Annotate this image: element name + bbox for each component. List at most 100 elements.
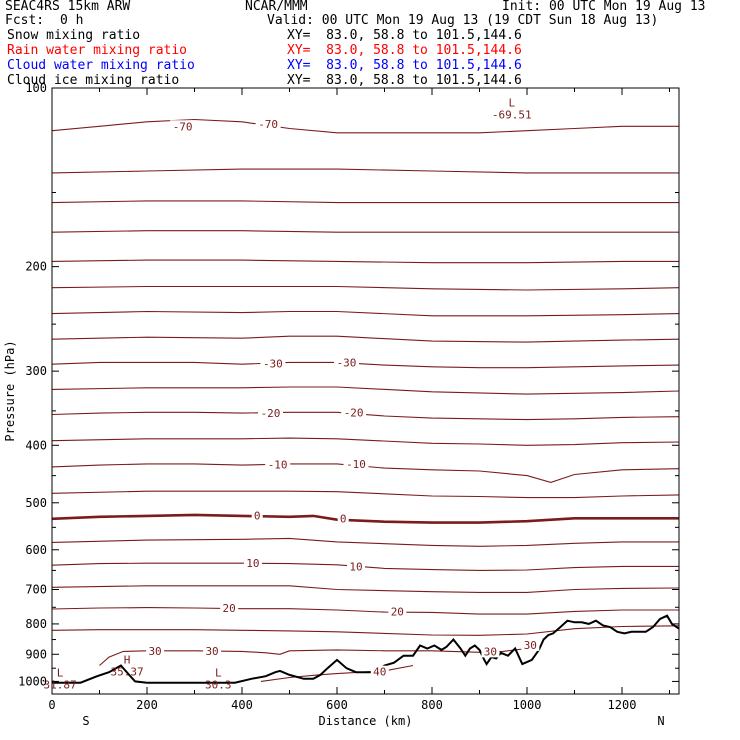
- contour-label-bg: [146, 644, 165, 657]
- model-title: SEAC4RS 15km ARW: [5, 0, 131, 14]
- contour-line--45: [52, 285, 679, 291]
- contour-label: 30: [484, 645, 497, 658]
- x-tick-label: 200: [136, 698, 158, 712]
- contour-label-bg: [388, 605, 407, 618]
- extremum-value: 30.3: [205, 679, 232, 692]
- contour-label: -10: [268, 459, 288, 472]
- contour-line-5: [52, 537, 679, 547]
- organization-label: NCAR/MMM: [245, 0, 308, 14]
- contour-label: 40: [373, 666, 386, 679]
- contour-label-bg: [258, 407, 283, 420]
- contour-line-25: [52, 625, 679, 636]
- contour-line-20: [52, 607, 679, 615]
- contour-label-bg: [255, 118, 281, 131]
- contour-label-bg: [251, 509, 263, 522]
- contour-label: 10: [349, 560, 362, 573]
- legend-cloud-water-xy: XY= 83.0, 58.8 to 101.5,144.6: [287, 58, 522, 73]
- contour-label-bg: [203, 644, 222, 657]
- contour-label: 0: [340, 512, 347, 525]
- contour-line--30: [52, 361, 679, 369]
- y-tick-label: 800: [25, 617, 47, 631]
- contour-label: 30: [524, 639, 537, 652]
- contour-label: 30: [205, 645, 218, 658]
- contour-label-bg: [334, 356, 359, 369]
- x-axis-title: Distance (km): [319, 714, 413, 728]
- contour-label-bg: [220, 601, 239, 614]
- legend-cloud-water-label: Cloud water mixing ratio: [7, 58, 195, 73]
- contour-line--35: [52, 335, 679, 343]
- y-axis-title: Pressure (hPa): [3, 340, 17, 441]
- contour-line--40: [52, 310, 679, 317]
- y-tick-label: 100: [25, 81, 47, 95]
- y-tick-label: 600: [25, 543, 47, 557]
- y-tick-label: 300: [25, 364, 47, 378]
- contour-label-bg: [341, 406, 367, 419]
- contour-line--60: [52, 200, 679, 204]
- contour-label-bg: [170, 120, 196, 133]
- contour-label: 20: [391, 606, 404, 619]
- extremum-value: -69.51: [492, 109, 532, 122]
- contour-line--25: [52, 386, 679, 395]
- contour-label-bg: [347, 560, 365, 573]
- x-tick-label: 600: [326, 698, 348, 712]
- contour-label-bg: [260, 357, 286, 370]
- legend-snow-label: Snow mixing ratio: [7, 28, 141, 43]
- y-tick-label: 1000: [18, 674, 47, 688]
- contour-label-bg: [337, 512, 349, 525]
- contour-label-bg: [265, 458, 291, 471]
- contour-line--5: [52, 490, 679, 499]
- contour-label: -70: [173, 120, 193, 133]
- contour-label: -10: [346, 458, 366, 471]
- extremum-mark: L: [508, 97, 515, 110]
- extremum-mark: H: [124, 654, 131, 667]
- contour-line--15: [52, 437, 679, 446]
- y-tick-label: 500: [25, 496, 47, 510]
- x-tick-label: 800: [421, 698, 443, 712]
- x-tick-label: 1200: [608, 698, 637, 712]
- y-tick-label: 400: [25, 438, 47, 452]
- contour-line--70: [52, 118, 679, 134]
- contour-label: -70: [258, 118, 278, 131]
- contour-label: -20: [261, 407, 281, 420]
- contour-label: -20: [344, 406, 364, 419]
- legend-rain-label: Rain water mixing ratio: [7, 43, 188, 58]
- y-tick-label: 900: [25, 647, 47, 661]
- valid-time: Valid: 00 UTC Mon 19 Aug 13 (19 CDT Sun …: [267, 13, 659, 28]
- extremum-mark: L: [215, 667, 222, 680]
- contour-line--10: [52, 463, 679, 483]
- forecast-label: Fcst:: [5, 13, 45, 28]
- contour-line-10: [52, 562, 679, 571]
- legend-rain-xy: XY= 83.0, 58.8 to 101.5,144.6: [287, 43, 522, 58]
- forecast-hour: 0 h: [60, 13, 84, 28]
- extremum-mark: L: [57, 667, 64, 680]
- contour-line--65: [52, 168, 679, 174]
- legend-cloud-ice-xy: XY= 83.0, 58.8 to 101.5,144.6: [287, 73, 522, 88]
- contour-label: 20: [223, 602, 236, 615]
- contour-line--55: [52, 230, 679, 233]
- contour-label-bg: [481, 645, 500, 658]
- legend-snow-xy: XY= 83.0, 58.8 to 101.5,144.6: [287, 28, 522, 43]
- contour-line--50: [52, 259, 679, 264]
- contour-label-bg: [370, 665, 389, 678]
- contour-label: 0: [254, 509, 261, 522]
- contour-label-bg: [521, 638, 540, 651]
- x-end-label-north: N: [657, 714, 664, 728]
- contour-label: 30: [148, 645, 161, 658]
- x-tick-label: 0: [48, 698, 55, 712]
- contour-label-bg: [243, 557, 262, 570]
- contour-label: -30: [263, 357, 283, 370]
- x-tick-label: 400: [231, 698, 253, 712]
- contour-label: 10: [246, 557, 259, 570]
- extremum-value: 35.37: [110, 666, 143, 679]
- x-end-label-south: S: [82, 714, 89, 728]
- init-time: Init: 00 UTC Mon 19 Aug 13: [502, 0, 706, 14]
- contour-line-0: [52, 513, 679, 524]
- y-tick-label: 700: [25, 583, 47, 597]
- extremum-value: 31.87: [44, 679, 77, 692]
- x-tick-label: 1000: [513, 698, 542, 712]
- terrain-line: [52, 614, 679, 684]
- contour-label-bg: [343, 457, 369, 470]
- plot-frame: [51, 87, 680, 695]
- y-tick-label: 200: [25, 260, 47, 274]
